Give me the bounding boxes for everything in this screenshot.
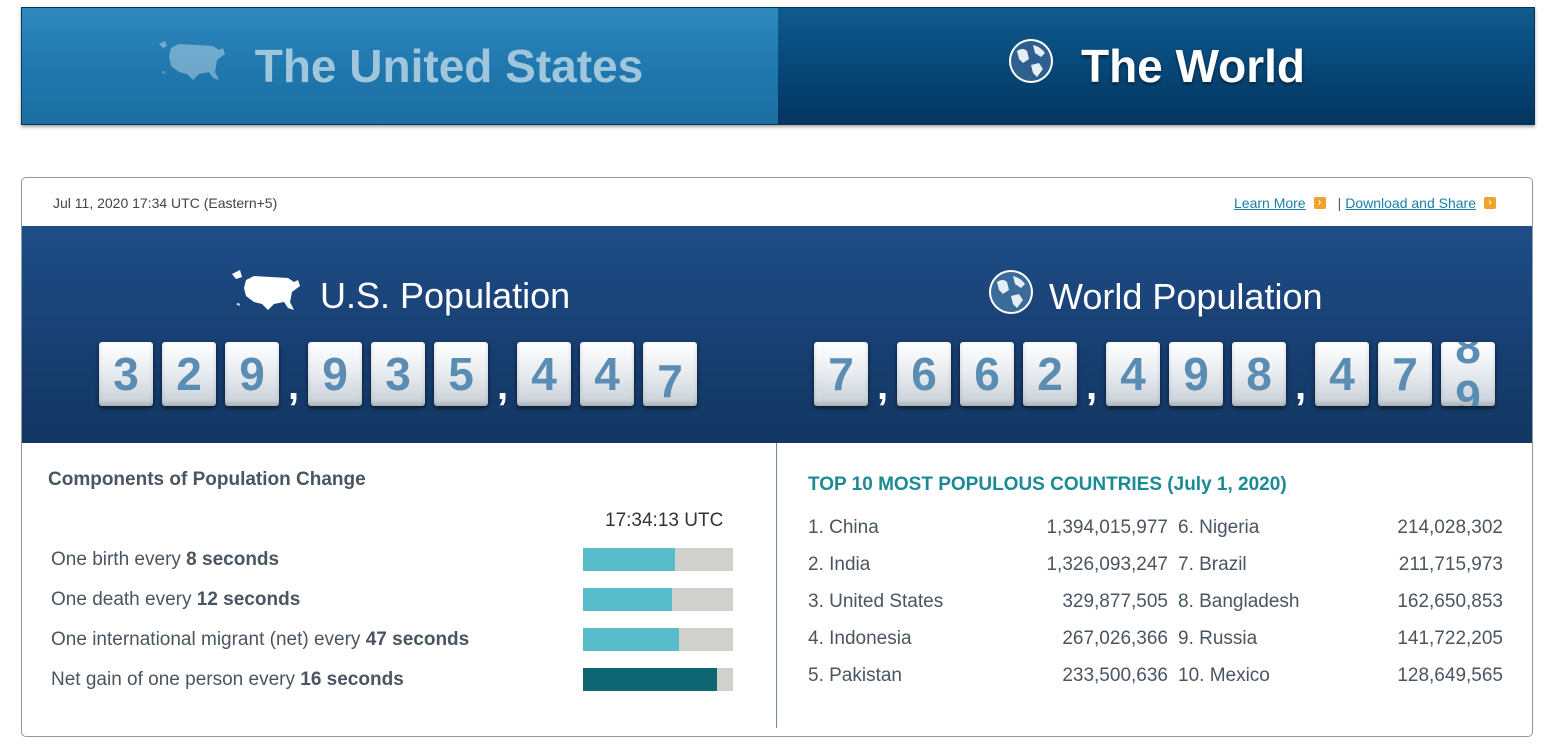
learn-more-link[interactable]: Learn More [1234, 195, 1306, 211]
component-row-net-gain: Net gain of one person every 16 seconds [51, 669, 404, 691]
progress-fill [583, 668, 717, 691]
counter-digit: 2 [162, 342, 216, 406]
top10-table: 1. China 1,394,015,977 6. Nigeria 214,028,3… [808, 517, 1503, 702]
world-population-label: World Population [1049, 275, 1323, 317]
download-share-link[interactable]: Download and Share [1345, 195, 1476, 211]
country-name: 3. United States [808, 591, 944, 612]
us-map-icon [157, 38, 229, 95]
net-gain-progress-bar [583, 668, 733, 691]
table-row: 5. Pakistan 233,500,636 10. Mexico 128,649,… [808, 665, 1503, 702]
counter-comma: , [1295, 364, 1307, 408]
us-population-title: U.S. Population [230, 268, 570, 323]
panel-topbar: Jul 11, 2020 17:34 UTC (Eastern+5) Learn… [22, 178, 1532, 226]
component-row-death: One death every 12 seconds [51, 589, 300, 611]
counter-digit: 7 [814, 342, 868, 406]
link-separator: | [1337, 195, 1342, 211]
counter-digit: 4 [580, 342, 634, 406]
counter-digit: 8 [1232, 342, 1286, 406]
country-name: 7. Brazil [1178, 554, 1247, 575]
component-row-migrant: One international migrant (net) every 47… [51, 629, 469, 651]
us-map-icon [230, 268, 306, 323]
components-title: Components of Population Change [48, 469, 366, 490]
top10-title: TOP 10 MOST POPULOUS COUNTRIES (July 1, … [808, 474, 1287, 495]
counter-comma: , [497, 364, 509, 408]
component-text: One international migrant (net) every [51, 629, 366, 650]
country-population: 267,026,366 [1062, 628, 1168, 649]
country-population: 1,326,093,247 [1046, 554, 1168, 575]
country-name: 9. Russia [1178, 628, 1258, 649]
counter-comma: , [288, 364, 300, 408]
component-text: Net gain of one person every [51, 669, 301, 690]
country-name: 8. Bangladesh [1178, 591, 1300, 612]
migrant-progress-bar [583, 628, 733, 651]
tab-world[interactable]: The World [778, 8, 1534, 124]
country-population: 211,715,973 [1398, 554, 1503, 575]
world-population-title: World Population [987, 268, 1323, 325]
country-name: 2. India [808, 554, 871, 575]
us-population-label: U.S. Population [320, 274, 571, 316]
progress-fill [583, 548, 675, 571]
progress-fill [583, 628, 679, 651]
component-rate: 47 seconds [365, 629, 470, 650]
counter-digit: 6 [897, 342, 951, 406]
counter-digit: 7 [1378, 342, 1432, 406]
table-row: 1. China 1,394,015,977 6. Nigeria 214,028,3… [808, 517, 1503, 554]
panel-links: Learn More › | Download and Share › [1234, 195, 1496, 211]
counter-digit: 9 [225, 342, 279, 406]
country-population: 162,650,853 [1397, 591, 1503, 612]
birth-progress-bar [583, 548, 733, 571]
progress-fill [583, 588, 672, 611]
components-time: 17:34:13 UTC [605, 510, 724, 531]
globe-icon [987, 268, 1035, 325]
globe-icon [1007, 37, 1055, 96]
country-name: 10. Mexico [1178, 665, 1270, 686]
death-progress-bar [583, 588, 733, 611]
counter-digit: 3 [371, 342, 425, 406]
tab-label-us: The United States [254, 40, 644, 92]
country-population: 214,028,302 [1397, 517, 1503, 538]
table-row: 2. India 1,326,093,247 7. Brazil 211,715,97… [808, 554, 1503, 591]
counter-digit: 5 [434, 342, 488, 406]
population-clock-panel: Jul 11, 2020 17:34 UTC (Eastern+5) Learn… [21, 177, 1533, 737]
component-text: One birth every [51, 549, 187, 570]
country-population: 128,649,565 [1397, 665, 1503, 686]
tab-label-world: The World [1080, 40, 1306, 92]
country-population: 233,500,636 [1062, 665, 1168, 686]
country-name: 4. Indonesia [808, 628, 912, 649]
counter-digit: 4 [1315, 342, 1369, 406]
component-text: One death every [51, 589, 197, 610]
component-row-birth: One birth every 8 seconds [51, 549, 279, 571]
counter-digit: 2 [1023, 342, 1077, 406]
counter-digit: 7 [643, 342, 697, 406]
counter-digit: 9 [308, 342, 362, 406]
counter-digit: 3 [99, 342, 153, 406]
arrow-right-icon[interactable]: › [1484, 197, 1496, 209]
component-rate: 8 seconds [186, 549, 280, 570]
counter-digit: 4 [517, 342, 571, 406]
country-population: 1,394,015,977 [1046, 517, 1168, 538]
counter-digit: 4 [1106, 342, 1160, 406]
country-name: 5. Pakistan [808, 665, 902, 686]
component-rate: 16 seconds [300, 669, 404, 690]
table-row: 4. Indonesia 267,026,366 9. Russia 141,722,… [808, 628, 1503, 665]
country-name: 1. China [808, 517, 879, 538]
country-name: 6. Nigeria [1178, 517, 1260, 538]
country-population: 141,722,205 [1397, 628, 1503, 649]
counter-digit: 9 [1169, 342, 1223, 406]
counter-comma: , [877, 364, 889, 408]
population-tabs: The United States The World [21, 7, 1535, 125]
counter-comma: , [1086, 364, 1098, 408]
country-population: 329,877,505 [1062, 591, 1168, 612]
component-rate: 12 seconds [196, 589, 301, 610]
arrow-right-icon[interactable]: › [1313, 197, 1326, 209]
counter-digit: 6 [960, 342, 1014, 406]
table-row: 3. United States 329,877,505 8. Bangladesh… [808, 591, 1503, 628]
timestamp: Jul 11, 2020 17:34 UTC (Eastern+5) [53, 195, 278, 211]
tab-united-states[interactable]: The United States [22, 8, 778, 124]
section-divider [776, 443, 777, 728]
